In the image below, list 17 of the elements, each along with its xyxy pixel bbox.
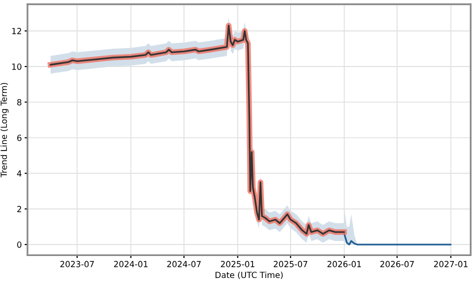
- x-tick-label: 2025-01: [220, 260, 254, 268]
- x-tick-label: 2025-07: [274, 260, 308, 268]
- y-tick-label: 8: [17, 99, 22, 106]
- y-tick-label: 12: [12, 28, 22, 34]
- y-tick-label: 6: [17, 134, 22, 142]
- y-tick-label: 10: [12, 64, 22, 70]
- y-axis-title: Trend Line (Long Term): [0, 82, 9, 178]
- x-tick-label: 2026-07: [380, 260, 414, 268]
- y-tick-label: 2: [17, 206, 22, 212]
- x-tick-label: 2027-01: [434, 260, 468, 268]
- x-axis-title: Date (UTC Time): [216, 272, 283, 280]
- y-tick-label: 4: [17, 170, 22, 176]
- y-tick-label: 0: [17, 242, 22, 248]
- x-tick-label: 2024-01: [114, 260, 148, 268]
- x-tick-label: 2023-07: [60, 260, 94, 268]
- x-tick-label: 2024-07: [167, 260, 201, 268]
- x-tick-label: 2026-01: [327, 260, 361, 268]
